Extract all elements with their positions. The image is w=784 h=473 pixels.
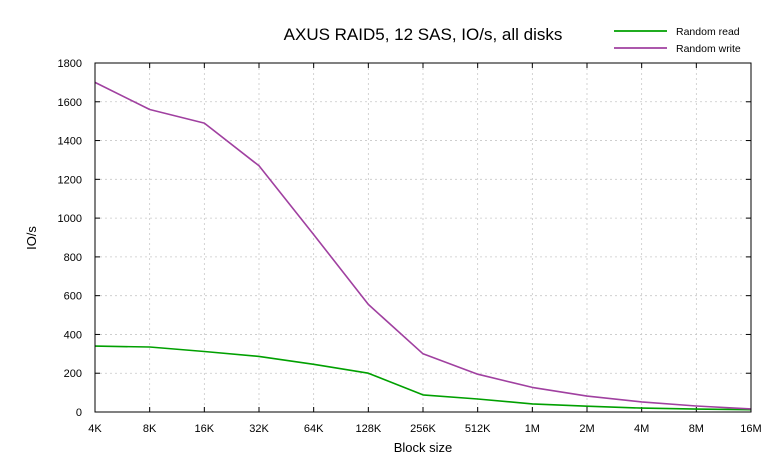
legend-label-random-read: Random read <box>676 26 740 38</box>
plot-frame <box>94 62 752 413</box>
x-axis-title: Block size <box>394 440 453 455</box>
y-tick-label: 1200 <box>58 174 82 186</box>
x-tick-label: 512K <box>465 423 491 435</box>
chart-title: AXUS RAID5, 12 SAS, IO/s, all disks <box>284 25 563 44</box>
x-tick-label: 4K <box>88 423 102 435</box>
x-tick-label: 128K <box>355 423 381 435</box>
x-axis: 4K 8K 16K 32K 64K 128K 256K 512K 1M 2M 4M 8M 16M <box>88 63 762 435</box>
y-tick-label: 1000 <box>58 213 82 225</box>
series-line-random-write <box>94 81 752 410</box>
y-tick-label: 600 <box>64 291 82 303</box>
y-tick-label: 0 <box>76 407 82 419</box>
y-axis: 0 200 400 600 800 1000 1200 1400 1600 1800 <box>58 58 751 419</box>
x-tick-label: 4M <box>634 423 649 435</box>
y-tick-label: 800 <box>64 252 82 264</box>
x-tick-label: 2M <box>579 423 594 435</box>
y-tick-label: 200 <box>64 368 82 380</box>
y-tick-label: 1800 <box>58 58 82 70</box>
legend: Random read Random write <box>614 26 741 55</box>
legend-label-random-write: Random write <box>676 43 741 55</box>
x-tick-label: 32K <box>249 423 269 435</box>
x-tick-label: 16K <box>195 423 215 435</box>
y-tick-label: 1400 <box>58 136 82 148</box>
x-tick-label: 256K <box>410 423 436 435</box>
x-tick-label: 8K <box>143 423 157 435</box>
x-tick-label: 8M <box>689 423 704 435</box>
x-tick-label: 1M <box>525 423 540 435</box>
y-tick-label: 1600 <box>58 97 82 109</box>
x-tick-label: 16M <box>740 423 761 435</box>
series-group <box>94 81 752 411</box>
series-line-random-read <box>94 345 752 411</box>
grid <box>95 63 751 412</box>
y-axis-title: IO/s <box>24 226 39 250</box>
x-tick-label: 64K <box>304 423 324 435</box>
y-tick-label: 400 <box>64 329 82 341</box>
